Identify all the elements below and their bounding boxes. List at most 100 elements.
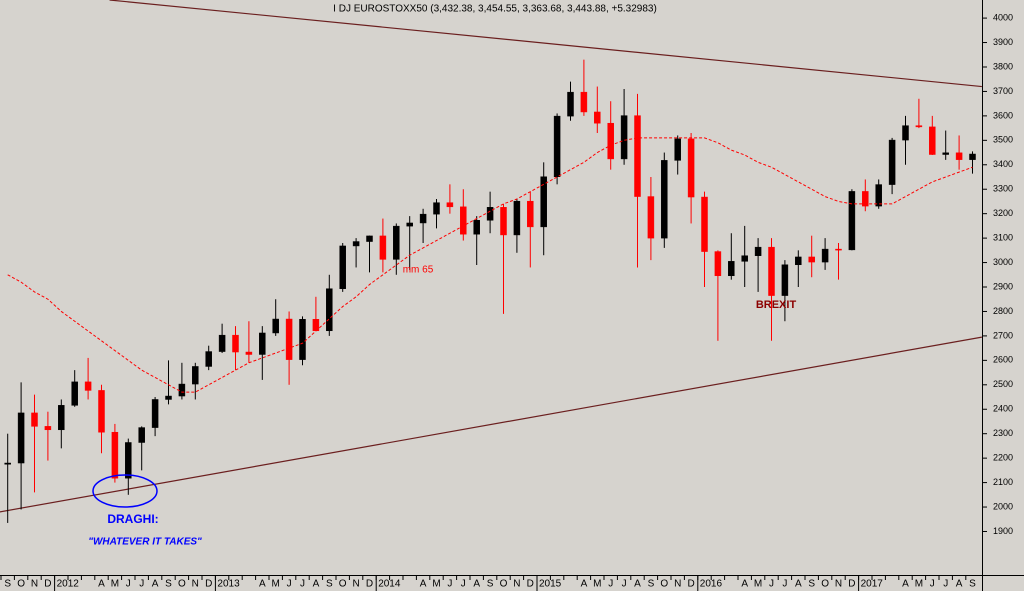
x-tick-label: 2016 <box>700 579 723 590</box>
y-tick-label: 3400 <box>993 159 1013 169</box>
candle-body <box>674 138 681 161</box>
series-label: mm 65 <box>403 265 434 276</box>
x-tick-label: 2015 <box>539 579 562 590</box>
y-tick-label: 2600 <box>993 355 1013 365</box>
candle-body <box>500 207 507 236</box>
x-tick-label: A <box>581 579 588 590</box>
candle-body <box>312 319 320 332</box>
candle-body <box>808 256 815 263</box>
candle-body <box>58 405 65 431</box>
x-tick-label: J <box>930 579 935 590</box>
x-tick-label: S <box>4 579 11 590</box>
x-tick-label: S <box>969 579 976 590</box>
x-tick-label: N <box>835 579 842 590</box>
x-tick-label: J <box>126 579 131 590</box>
x-tick-label: O <box>17 579 25 590</box>
candle-body <box>781 264 789 296</box>
x-tick-label: O <box>660 579 668 590</box>
x-tick-label: N <box>513 579 520 590</box>
x-tick-label: O <box>500 579 508 590</box>
candle-body <box>821 248 829 263</box>
y-tick-label: 2300 <box>993 428 1013 438</box>
x-tick-label: A <box>634 579 641 590</box>
candle-body <box>969 153 976 160</box>
candle-body <box>942 152 949 155</box>
x-tick-label: D <box>687 579 694 590</box>
x-tick-label: J <box>287 579 292 590</box>
x-tick-label: M <box>272 579 280 590</box>
x-tick-label: S <box>808 579 815 590</box>
candle-body <box>929 126 936 155</box>
x-tick-label: M <box>754 579 762 590</box>
candle-body <box>299 319 306 360</box>
candle-body <box>151 399 159 428</box>
candle-body <box>862 191 869 207</box>
candle-body <box>245 351 253 355</box>
x-tick-label: A <box>152 579 159 590</box>
y-tick-label: 2000 <box>993 501 1013 511</box>
x-tick-label: J <box>769 579 774 590</box>
y-tick-label: 2500 <box>993 379 1013 389</box>
highlight-ellipse <box>92 474 158 508</box>
axes: 1900 2000 2100 2200 2300 2400 2500 2600 2700 2800… <box>0 12 1013 591</box>
y-tick-label: 3700 <box>993 86 1013 96</box>
candle-body <box>71 381 78 406</box>
x-tick-label: N <box>674 579 681 590</box>
annotation: "WHATEVER IT TAKES" <box>88 537 202 548</box>
candle-body <box>446 202 454 208</box>
candle-body <box>31 412 38 427</box>
candle-body <box>84 381 92 391</box>
y-tick-label: 2100 <box>993 477 1013 487</box>
x-tick-label: D <box>205 579 212 590</box>
candle-body <box>955 152 963 160</box>
x-tick-label: D <box>366 579 373 590</box>
x-tick-label: 2017 <box>861 579 884 590</box>
candle-body <box>138 427 145 443</box>
candle-body <box>714 251 722 277</box>
plot-area <box>0 0 982 523</box>
candle-body <box>540 176 547 228</box>
x-tick-label: A <box>956 579 963 590</box>
y-tick-label: 3900 <box>993 37 1013 47</box>
x-tick-label: A <box>420 579 427 590</box>
x-tick-label: A <box>795 579 802 590</box>
candle-body <box>406 222 413 227</box>
y-tick-label: 3600 <box>993 110 1013 120</box>
candle-body <box>768 246 775 296</box>
candle-body <box>607 122 614 160</box>
candle-body <box>594 111 601 124</box>
candle-body <box>379 235 387 260</box>
candle-body <box>44 426 52 431</box>
trendline <box>0 336 982 513</box>
annotation: BREXIT <box>756 299 797 311</box>
x-tick-label: S <box>648 579 655 590</box>
candle-body <box>259 332 266 355</box>
x-tick-label: S <box>326 579 333 590</box>
candle-body <box>393 225 400 260</box>
x-tick-label: A <box>741 579 748 590</box>
x-tick-label: S <box>165 579 172 590</box>
candle-body <box>272 318 279 334</box>
candle-body <box>165 395 172 400</box>
candle-body <box>352 241 360 247</box>
candle-body <box>661 160 668 239</box>
x-tick-label: J <box>300 579 305 590</box>
x-tick-label: J <box>461 579 466 590</box>
y-tick-label: 2200 <box>993 453 1013 463</box>
trendline <box>109 0 982 88</box>
candle-body <box>701 196 708 252</box>
candle-body <box>192 366 199 385</box>
x-tick-label: J <box>139 579 144 590</box>
x-tick-label: J <box>943 579 948 590</box>
x-tick-label: J <box>622 579 627 590</box>
candle-body <box>178 383 186 397</box>
y-tick-label: 3500 <box>993 135 1013 145</box>
candle-body <box>205 351 212 367</box>
candle-body <box>326 288 333 332</box>
x-tick-label: J <box>447 579 452 590</box>
y-tick-label: 1900 <box>993 526 1013 536</box>
x-tick-label: D <box>44 579 51 590</box>
candle-body <box>4 462 11 465</box>
y-tick-label: 3800 <box>993 61 1013 71</box>
